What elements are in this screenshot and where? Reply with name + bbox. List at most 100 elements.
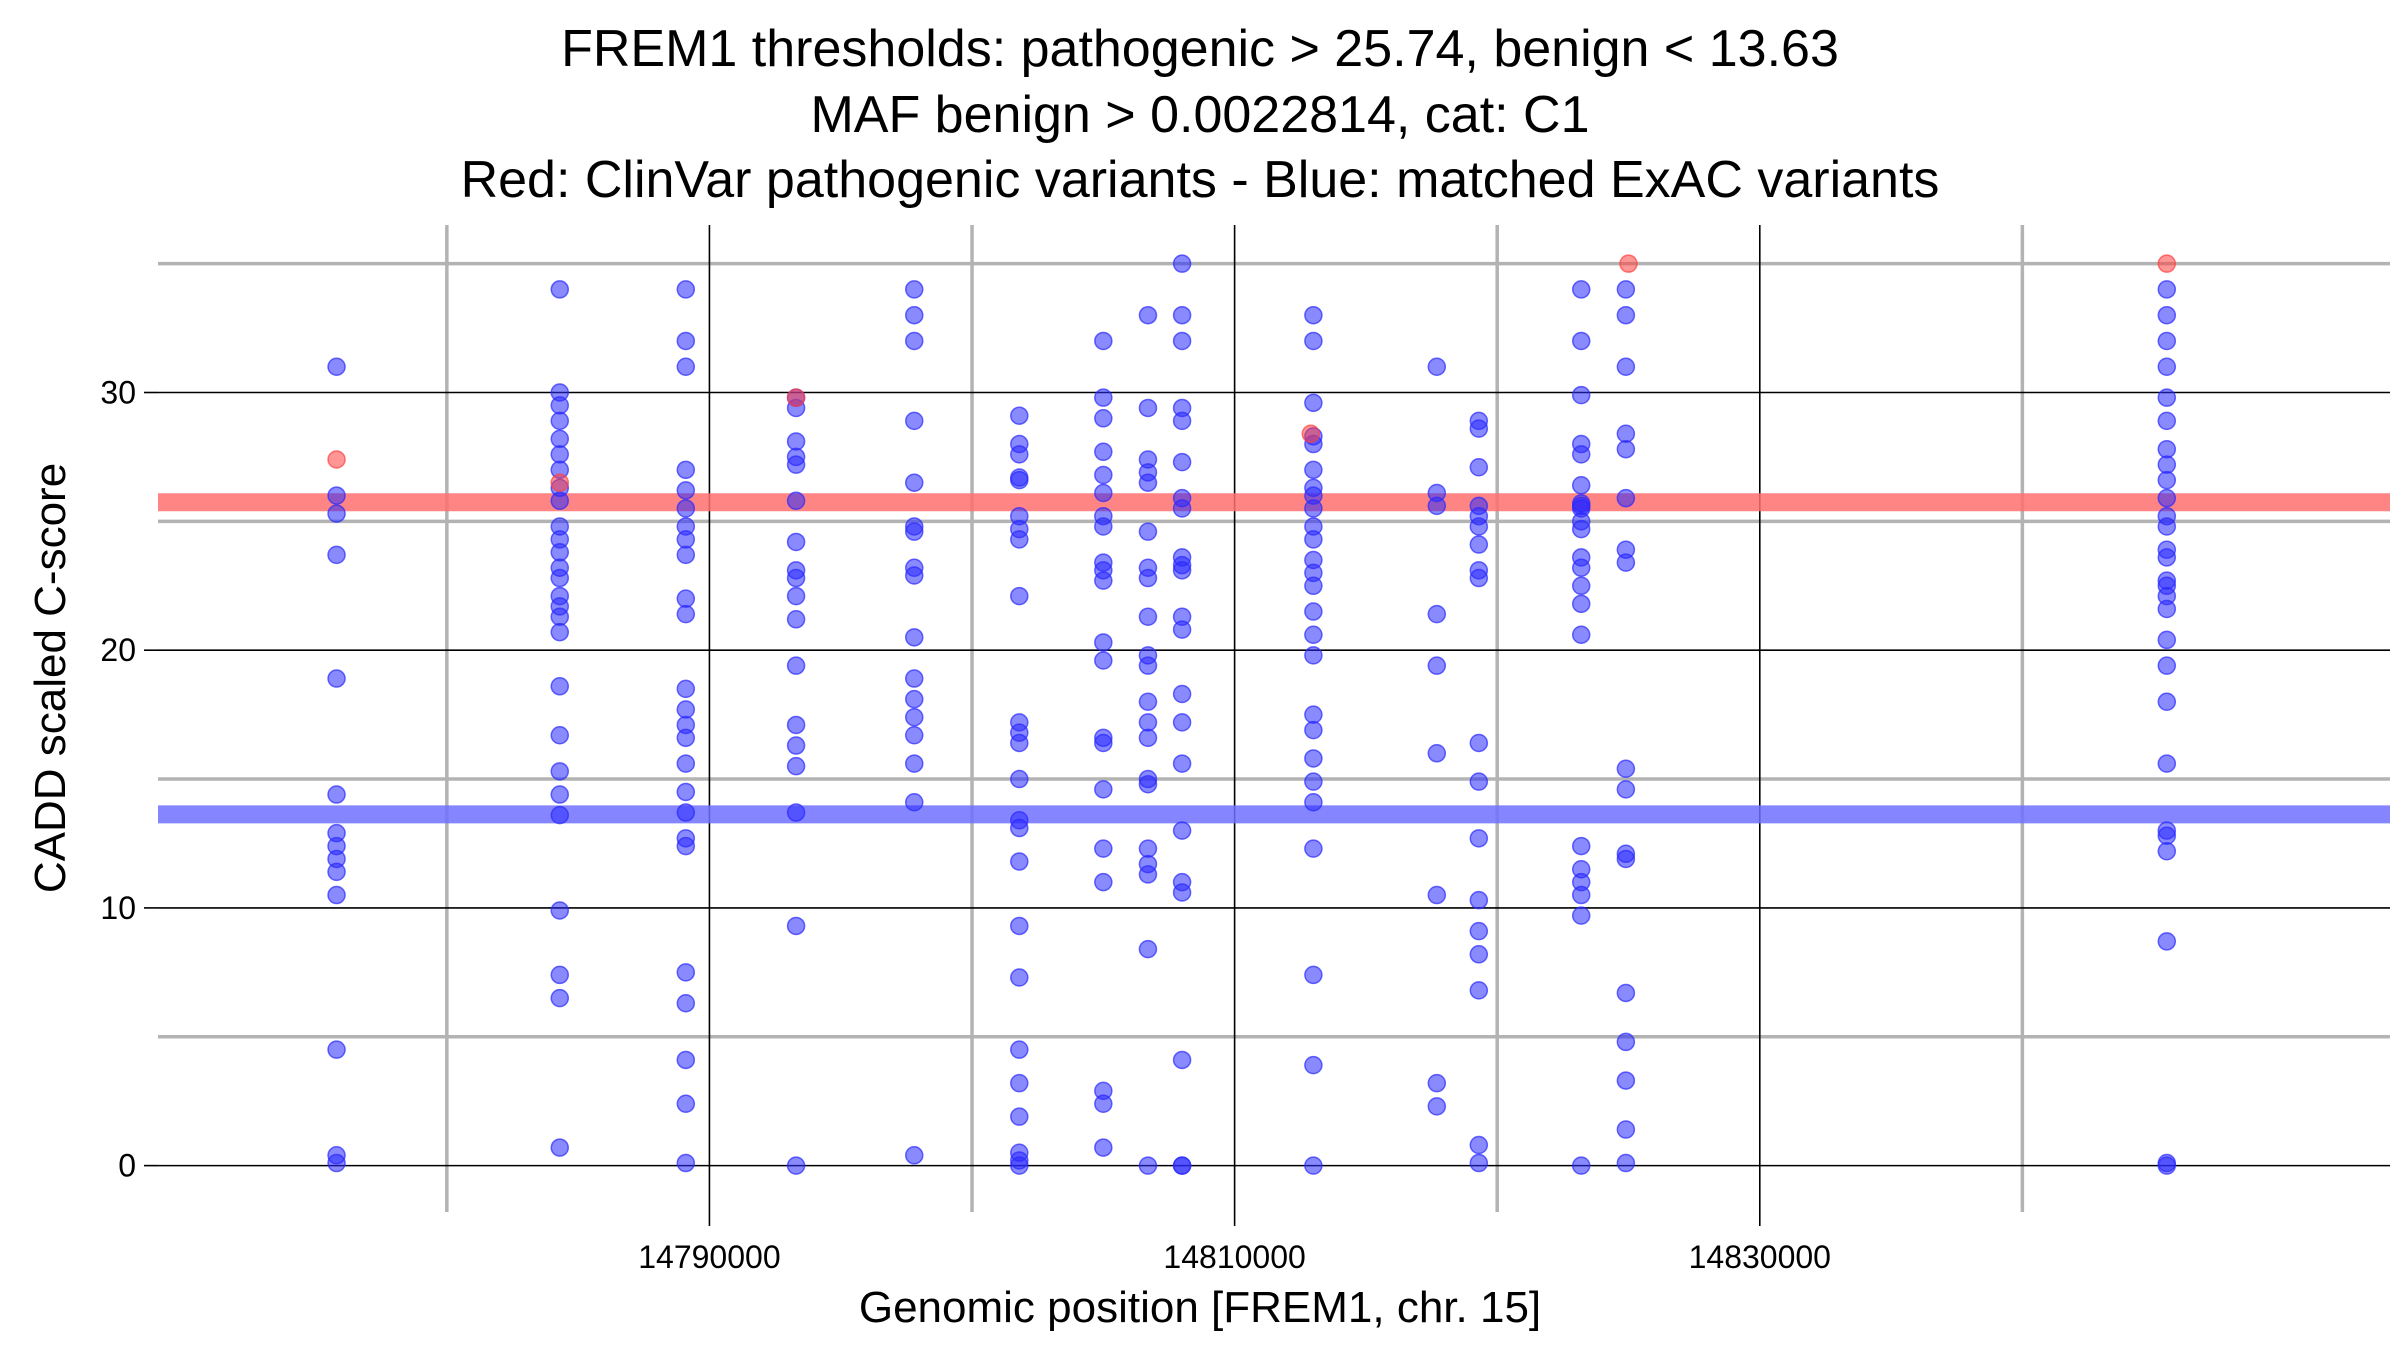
exac-point — [550, 411, 570, 431]
exac-point — [1094, 1138, 1113, 1157]
exac-point — [1010, 470, 1029, 490]
exac-point — [1469, 1153, 1489, 1173]
exac-point — [1094, 633, 1113, 652]
exac-point — [2157, 305, 2177, 325]
exac-point — [905, 1146, 924, 1165]
exac-point — [676, 357, 696, 376]
exac-point — [1010, 1107, 1029, 1126]
exac-point — [550, 901, 570, 920]
exac-point — [1304, 839, 1323, 858]
exac-point — [1616, 488, 1636, 508]
exac-point — [550, 965, 570, 985]
exac-point — [1571, 385, 1591, 405]
data-points — [327, 254, 2177, 1175]
clinvar-point — [1619, 254, 1638, 273]
x-axis-title: Genomic position [FREM1, chr. 15] — [859, 1283, 1541, 1332]
exac-point — [2157, 1156, 2177, 1175]
exac-point — [2157, 599, 2177, 619]
exac-point — [2157, 439, 2177, 459]
grid — [158, 225, 2390, 1212]
exac-point — [1616, 305, 1636, 325]
clinvar-series — [327, 254, 2177, 492]
threshold-lines — [158, 493, 2390, 824]
exac-point — [676, 754, 696, 773]
exac-point — [1138, 692, 1158, 711]
exac-point — [1138, 728, 1158, 748]
exac-point — [550, 805, 570, 825]
exac-point — [1571, 885, 1591, 905]
exac-point — [1172, 754, 1192, 773]
clinvar-point — [550, 473, 570, 492]
exac-point — [1469, 772, 1489, 791]
exac-point — [1172, 499, 1192, 518]
exac-point — [786, 610, 806, 629]
exac-point — [676, 530, 696, 549]
exac-point — [905, 566, 924, 585]
exac-point — [2157, 357, 2177, 376]
exac-point — [1616, 280, 1636, 299]
exac-point — [676, 782, 696, 802]
exac-point — [1094, 331, 1113, 351]
exac-point — [1571, 625, 1591, 644]
exac-point — [1010, 445, 1029, 464]
exac-point — [327, 862, 346, 882]
exac-point — [1094, 733, 1113, 753]
exac-point — [327, 785, 346, 804]
exac-point — [1427, 496, 1447, 516]
exac-point — [1094, 483, 1113, 503]
exac-point — [1616, 1032, 1636, 1052]
exac-point — [1094, 651, 1113, 670]
exac-point — [1172, 883, 1192, 902]
y-tick-label: 20 — [100, 632, 136, 668]
clinvar-point — [2157, 254, 2177, 273]
exac-point — [1304, 602, 1323, 621]
exac-point — [327, 1040, 346, 1059]
exac-point — [676, 589, 696, 608]
x-tick-label: 14810000 — [1163, 1239, 1305, 1275]
exac-point — [1304, 460, 1323, 480]
exac-point — [1010, 1040, 1029, 1059]
exac-point — [550, 762, 570, 781]
exac-point — [1304, 499, 1323, 518]
exac-point — [1010, 733, 1029, 753]
exac-point — [1469, 921, 1489, 941]
exac-point — [2157, 841, 2177, 861]
exac-point — [550, 622, 570, 642]
clinvar-point — [327, 450, 346, 469]
exac-point — [1571, 496, 1591, 516]
exac-point — [1094, 442, 1113, 462]
exac-point — [1571, 576, 1591, 596]
exac-point — [550, 543, 570, 562]
exac-point — [905, 726, 924, 745]
exac-point — [1616, 780, 1636, 799]
exac-point — [1138, 398, 1158, 418]
exac-point — [905, 793, 924, 812]
exac-point — [1616, 1120, 1636, 1139]
exac-point — [786, 568, 806, 588]
exac-point — [676, 481, 696, 500]
exac-point — [1304, 331, 1323, 351]
exac-point — [327, 1153, 346, 1173]
exac-point — [676, 545, 696, 565]
exac-point — [676, 803, 696, 822]
exac-point — [1172, 411, 1192, 431]
exac-point — [786, 491, 806, 510]
exac-point — [1010, 916, 1029, 936]
exac-point — [676, 679, 696, 699]
exac-point — [1427, 885, 1447, 905]
exac-point — [1469, 733, 1489, 753]
exac-point — [1304, 965, 1323, 985]
exac-point — [2157, 280, 2177, 299]
exac-point — [676, 728, 696, 748]
exac-point — [1469, 535, 1489, 554]
exac-point — [676, 604, 696, 624]
exac-point — [1094, 839, 1113, 858]
exac-point — [1304, 646, 1323, 665]
exac-point — [1172, 620, 1192, 639]
exac-point — [1469, 1135, 1489, 1155]
exac-point — [2157, 548, 2177, 567]
exac-point — [1469, 419, 1489, 438]
exac-point — [550, 445, 570, 464]
exac-point — [2157, 692, 2177, 711]
